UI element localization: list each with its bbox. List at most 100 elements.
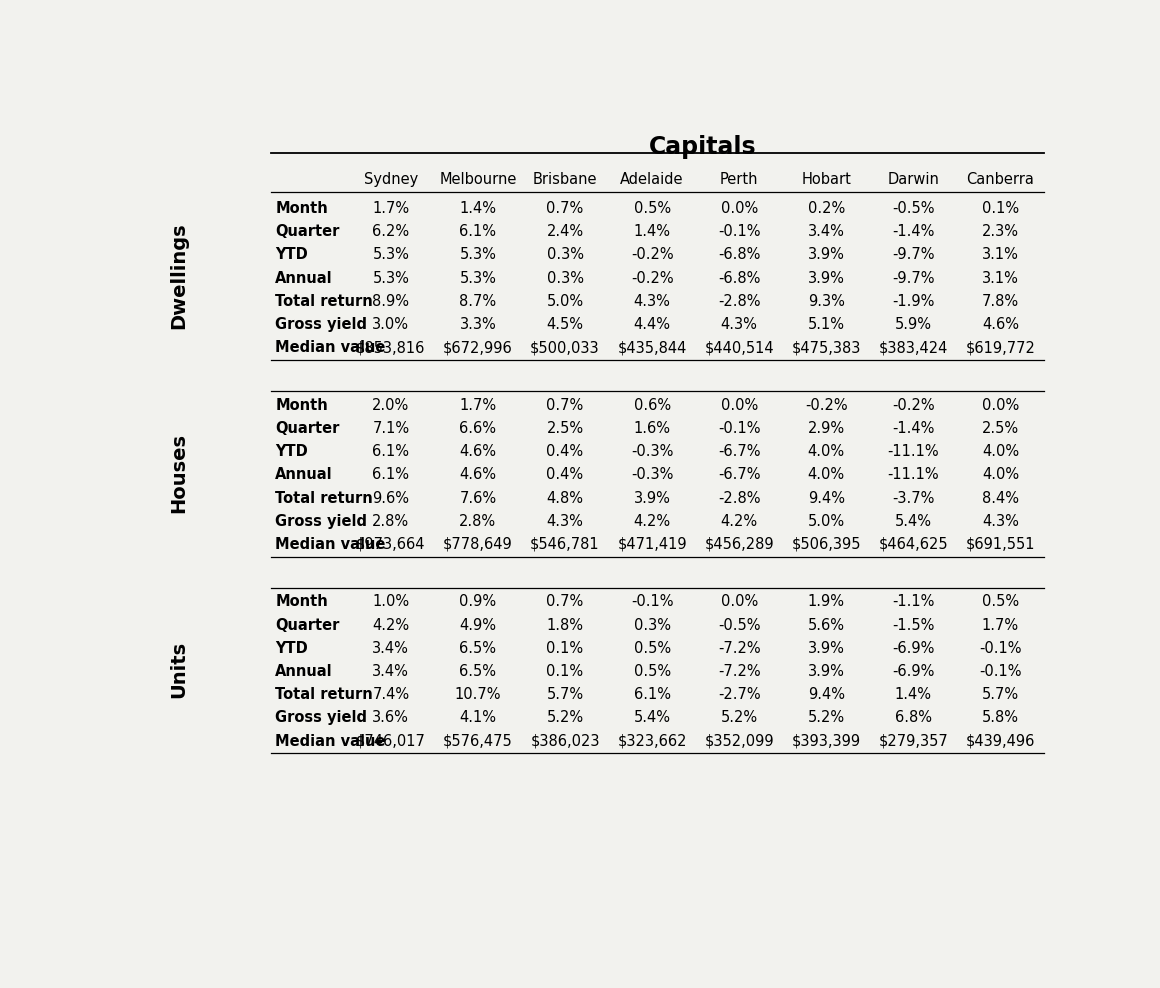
Text: Quarter: Quarter <box>275 421 340 436</box>
Text: 1.7%: 1.7% <box>372 201 409 216</box>
Text: Melbourne: Melbourne <box>440 172 516 187</box>
Text: Month: Month <box>275 595 328 610</box>
Text: 9.4%: 9.4% <box>807 490 844 506</box>
Text: 3.0%: 3.0% <box>372 317 409 332</box>
Text: $853,816: $853,816 <box>356 340 426 356</box>
Text: 9.3%: 9.3% <box>807 293 844 309</box>
Text: -9.7%: -9.7% <box>892 247 935 263</box>
Text: -7.2%: -7.2% <box>718 664 761 679</box>
Text: 4.6%: 4.6% <box>983 317 1018 332</box>
Text: 7.1%: 7.1% <box>372 421 409 436</box>
Text: 1.4%: 1.4% <box>459 201 496 216</box>
Text: 4.0%: 4.0% <box>981 467 1018 482</box>
Text: -6.9%: -6.9% <box>892 664 935 679</box>
Text: -9.7%: -9.7% <box>892 271 935 286</box>
Text: 1.4%: 1.4% <box>894 688 931 702</box>
Text: 0.9%: 0.9% <box>459 595 496 610</box>
Text: 0.7%: 0.7% <box>546 398 583 413</box>
Text: $691,551: $691,551 <box>966 536 1035 552</box>
Text: Total return: Total return <box>275 490 374 506</box>
Text: 2.8%: 2.8% <box>459 514 496 529</box>
Text: -2.7%: -2.7% <box>718 688 761 702</box>
Text: 3.3%: 3.3% <box>459 317 496 332</box>
Text: -0.2%: -0.2% <box>631 247 674 263</box>
Text: 6.5%: 6.5% <box>459 664 496 679</box>
Text: -0.1%: -0.1% <box>631 595 673 610</box>
Text: 4.3%: 4.3% <box>546 514 583 529</box>
Text: $383,424: $383,424 <box>878 340 948 356</box>
Text: $279,357: $279,357 <box>878 733 948 749</box>
Text: 8.7%: 8.7% <box>459 293 496 309</box>
Text: Dwellings: Dwellings <box>169 222 189 329</box>
Text: Month: Month <box>275 201 328 216</box>
Text: 4.0%: 4.0% <box>807 445 844 459</box>
Text: $464,625: $464,625 <box>878 536 948 552</box>
Text: Median value: Median value <box>275 340 386 356</box>
Text: -0.5%: -0.5% <box>718 618 761 632</box>
Text: 0.3%: 0.3% <box>546 247 583 263</box>
Text: 1.0%: 1.0% <box>372 595 409 610</box>
Text: 4.6%: 4.6% <box>459 467 496 482</box>
Text: Median value: Median value <box>275 733 386 749</box>
Text: 4.0%: 4.0% <box>807 467 844 482</box>
Text: 5.2%: 5.2% <box>720 710 757 725</box>
Text: 0.4%: 0.4% <box>546 445 583 459</box>
Text: Brisbane: Brisbane <box>532 172 597 187</box>
Text: 5.0%: 5.0% <box>546 293 583 309</box>
Text: $393,399: $393,399 <box>792 733 861 749</box>
Text: 3.1%: 3.1% <box>983 271 1018 286</box>
Text: 4.2%: 4.2% <box>720 514 757 529</box>
Text: Capitals: Capitals <box>648 135 756 159</box>
Text: -0.2%: -0.2% <box>892 398 935 413</box>
Text: $323,662: $323,662 <box>617 733 687 749</box>
Text: -0.1%: -0.1% <box>979 664 1022 679</box>
Text: 5.2%: 5.2% <box>807 710 844 725</box>
Text: 4.2%: 4.2% <box>372 618 409 632</box>
Text: 2.5%: 2.5% <box>981 421 1018 436</box>
Text: 2.4%: 2.4% <box>546 224 583 239</box>
Text: 1.9%: 1.9% <box>807 595 844 610</box>
Text: Annual: Annual <box>275 664 333 679</box>
Text: 5.0%: 5.0% <box>807 514 844 529</box>
Text: 5.4%: 5.4% <box>633 710 670 725</box>
Text: YTD: YTD <box>275 247 309 263</box>
Text: -1.5%: -1.5% <box>892 618 935 632</box>
Text: 0.3%: 0.3% <box>633 618 670 632</box>
Text: -6.8%: -6.8% <box>718 247 760 263</box>
Text: -1.1%: -1.1% <box>892 595 935 610</box>
Text: 3.4%: 3.4% <box>372 641 409 656</box>
Text: $440,514: $440,514 <box>704 340 774 356</box>
Text: $619,772: $619,772 <box>965 340 1036 356</box>
Text: Gross yield: Gross yield <box>275 514 368 529</box>
Text: 5.3%: 5.3% <box>372 247 409 263</box>
Text: 4.6%: 4.6% <box>459 445 496 459</box>
Text: $456,289: $456,289 <box>704 536 774 552</box>
Text: -0.1%: -0.1% <box>718 421 761 436</box>
Text: 4.3%: 4.3% <box>720 317 757 332</box>
Text: 3.9%: 3.9% <box>807 247 844 263</box>
Text: 6.1%: 6.1% <box>372 467 409 482</box>
Text: Canberra: Canberra <box>966 172 1035 187</box>
Text: 6.6%: 6.6% <box>459 421 496 436</box>
Text: 8.9%: 8.9% <box>372 293 409 309</box>
Text: 3.9%: 3.9% <box>633 490 670 506</box>
Text: 5.4%: 5.4% <box>894 514 931 529</box>
Text: -1.4%: -1.4% <box>892 224 935 239</box>
Text: 2.5%: 2.5% <box>546 421 583 436</box>
Text: $506,395: $506,395 <box>791 536 861 552</box>
Text: 5.2%: 5.2% <box>546 710 583 725</box>
Text: YTD: YTD <box>275 445 309 459</box>
Text: -11.1%: -11.1% <box>887 445 940 459</box>
Text: 3.1%: 3.1% <box>983 247 1018 263</box>
Text: 0.1%: 0.1% <box>546 664 583 679</box>
Text: Quarter: Quarter <box>275 618 340 632</box>
Text: 0.4%: 0.4% <box>546 467 583 482</box>
Text: Perth: Perth <box>720 172 759 187</box>
Text: $471,419: $471,419 <box>617 536 687 552</box>
Text: Houses: Houses <box>169 433 189 513</box>
Text: $435,844: $435,844 <box>617 340 687 356</box>
Text: 4.3%: 4.3% <box>983 514 1018 529</box>
Text: 6.5%: 6.5% <box>459 641 496 656</box>
Text: 2.0%: 2.0% <box>372 398 409 413</box>
Text: -7.2%: -7.2% <box>718 641 761 656</box>
